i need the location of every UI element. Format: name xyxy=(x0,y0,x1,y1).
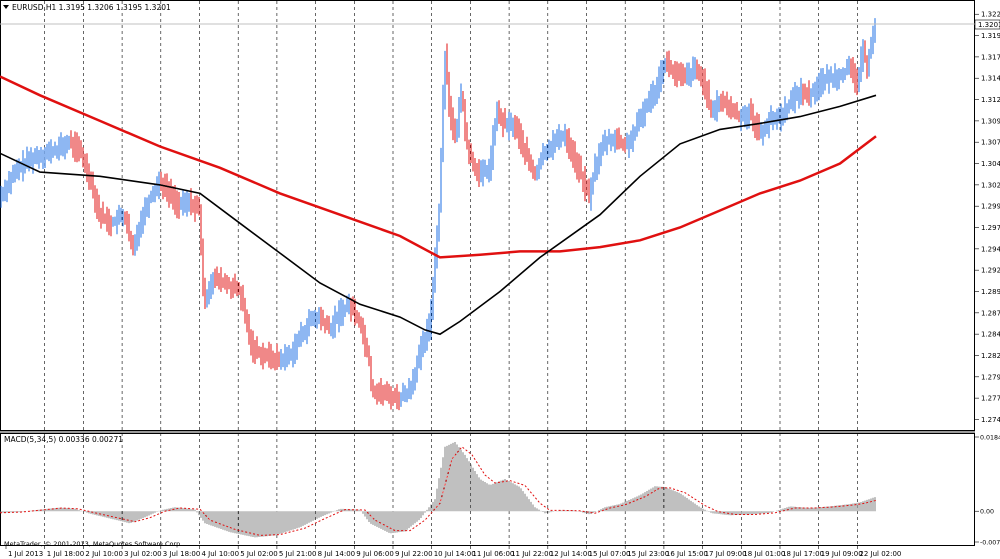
y-tick-label: 1.2820 xyxy=(981,352,1000,360)
macd-signal-line xyxy=(0,446,877,536)
copyright-text: MetaTrader, © 2001-2013, MetaQuotes Soft… xyxy=(4,540,182,548)
x-tick-label: 3 Jul 02:00 xyxy=(124,550,162,558)
macd-panel-frame xyxy=(0,433,975,546)
x-tick-label: 1 Jul 2013 xyxy=(8,550,43,558)
macd-histogram xyxy=(0,441,876,538)
price-axis: 1.3220 1.3195 1.3170 1.3145 1.3120 1.3095 1.30… xyxy=(975,11,1000,424)
macd-axis: 0.01843 0.00 -0.00764 xyxy=(975,435,1000,547)
y-tick-label: 1.3020 xyxy=(981,181,1000,189)
moving-average-slow-line xyxy=(0,75,877,259)
x-tick-label: 22 Jul 02:00 xyxy=(859,550,901,558)
triangle-down-icon[interactable] xyxy=(3,5,9,9)
x-tick-label: 12 Jul 14:00 xyxy=(550,550,592,558)
last-price-tag: 1.3201 xyxy=(974,19,1000,30)
x-tick-label: 18 Jul 17:00 xyxy=(782,550,824,558)
y-tick-label: 1.3095 xyxy=(981,117,1000,125)
y-tick-label: 1.2870 xyxy=(981,309,1000,317)
y-tick-label: 1.3145 xyxy=(981,75,1000,83)
y-tick-label: 1.2945 xyxy=(981,245,1000,253)
x-tick-label: 11 Jul 06:00 xyxy=(472,550,514,558)
y-tick-label: 1.3170 xyxy=(981,53,1000,61)
y-tick-label: 1.2795 xyxy=(981,373,1000,381)
x-tick-label: 15 Jul 23:00 xyxy=(627,550,669,558)
x-tick-label: 19 Jul 09:00 xyxy=(821,550,863,558)
last-price-label: 1.3201 xyxy=(978,21,1000,29)
price-panel-frame xyxy=(0,0,975,431)
price-candles xyxy=(0,18,876,411)
x-tick-label: 4 Jul 10:00 xyxy=(202,550,240,558)
x-tick-label: 11 Jul 22:00 xyxy=(511,550,553,558)
x-tick-label: 15 Jul 07:00 xyxy=(589,550,631,558)
y-tick-label: 1.3045 xyxy=(981,160,1000,168)
y-tick-label: 1.2995 xyxy=(981,203,1000,211)
x-tick-label: 9 Jul 22:00 xyxy=(395,550,433,558)
x-tick-label: 3 Jul 18:00 xyxy=(163,550,201,558)
y-tick-label: 1.2770 xyxy=(981,395,1000,403)
x-tick-label: 17 Jul 09:00 xyxy=(705,550,747,558)
moving-average-fast-line xyxy=(0,94,877,336)
y-tick-label: 1.2895 xyxy=(981,288,1000,296)
y-tick-label: 1.3120 xyxy=(981,96,1000,104)
y-tick-label: 1.3070 xyxy=(981,139,1000,147)
y-tick-label: 1.2845 xyxy=(981,331,1000,339)
y-tick-label: 1.2920 xyxy=(981,267,1000,275)
symbol-header[interactable]: EURUSD,H1 1.3195 1.3206 1.3195 1.3201 xyxy=(3,3,171,12)
x-tick-label: 10 Jul 14:00 xyxy=(434,550,476,558)
x-tick-label: 18 Jul 01:00 xyxy=(743,550,785,558)
macd-tick-label: 0.01843 xyxy=(980,435,1000,442)
macd-header-text: MACD(5,34,5) 0.00336 0.00271 xyxy=(4,435,123,444)
y-tick-label: 1.3220 xyxy=(981,11,1000,19)
x-tick-label: 5 Jul 02:00 xyxy=(240,550,278,558)
y-tick-label: 1.3195 xyxy=(981,32,1000,40)
x-tick-label: 1 Jul 18:00 xyxy=(47,550,85,558)
x-tick-label: 2 Jul 10:00 xyxy=(85,550,123,558)
x-tick-label: 5 Jul 21:00 xyxy=(279,550,317,558)
y-tick-label: 1.2970 xyxy=(981,224,1000,232)
x-tick-label: 16 Jul 15:00 xyxy=(666,550,708,558)
x-tick-label: 9 Jul 06:00 xyxy=(356,550,394,558)
x-tick-label: 8 Jul 14:00 xyxy=(318,550,356,558)
vertical-grid xyxy=(44,1,858,545)
macd-tick-label: -0.00764 xyxy=(980,540,1000,547)
y-tick-label: 1.2745 xyxy=(981,416,1000,424)
time-axis: 1 Jul 2013 1 Jul 18:00 2 Jul 10:00 3 Jul 02… xyxy=(5,545,901,558)
macd-tick-label: 0.00 xyxy=(980,509,994,516)
symbol-header-text: EURUSD,H1 1.3195 1.3206 1.3195 1.3201 xyxy=(12,3,171,12)
